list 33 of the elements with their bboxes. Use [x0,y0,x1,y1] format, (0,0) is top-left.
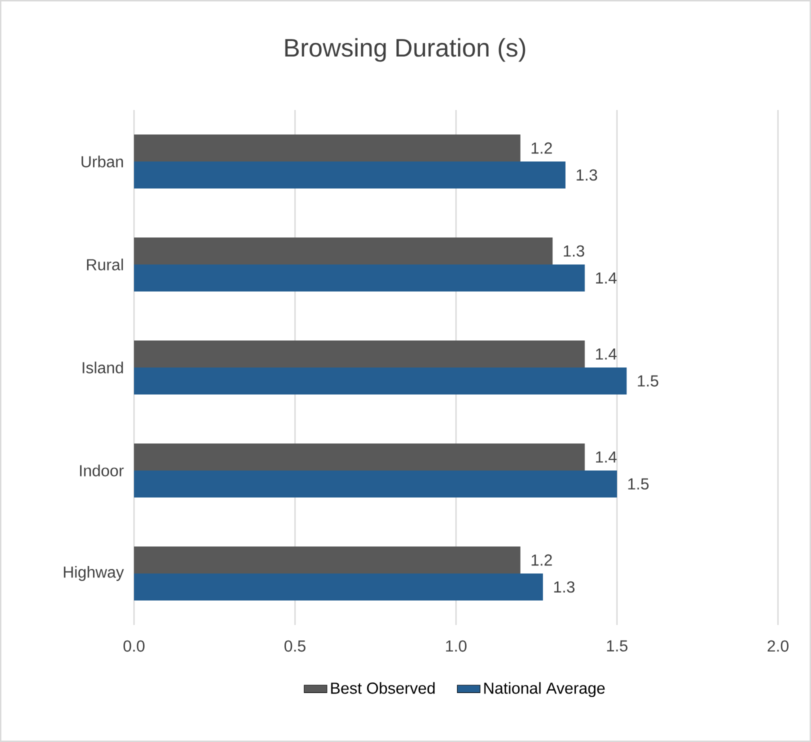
bar [134,134,520,162]
data-label: 1.4 [596,452,617,463]
data-label: 1.2 [532,142,552,154]
data-label: 1.3 [554,581,575,593]
data-label: 1.3 [564,245,584,257]
bar [134,367,627,394]
y-tick-label: Highway [64,566,124,581]
legend-label: Best Observed [331,682,435,694]
bar [134,470,617,498]
bar [134,340,585,368]
bar [134,444,585,471]
bar [134,238,553,265]
y-tick-label: Rural [87,258,123,270]
y-tick-label: Indoor [80,464,124,476]
data-label: 1.2 [532,554,552,566]
bar [134,264,585,292]
data-label: 1.3 [576,169,598,181]
x-tick-label: 2.0 [768,640,788,652]
bar [134,546,520,574]
data-label: 1.4 [596,348,617,360]
bar [134,161,566,188]
data-label: 1.5 [628,478,649,490]
y-tick-label: Urban [82,156,123,168]
x-tick-label: 0.5 [284,640,306,652]
x-tick-label: 1.0 [446,640,467,652]
chart-title: Browsing Duration (s) [285,38,526,62]
x-tick-label: 0.0 [124,640,145,652]
x-tick-label: 1.5 [607,640,628,652]
legend-label: National Average [484,682,605,698]
data-label: 1.4 [596,272,617,284]
data-label: 1.5 [638,375,658,387]
bar [134,573,543,600]
y-tick-label: Island [82,362,123,374]
